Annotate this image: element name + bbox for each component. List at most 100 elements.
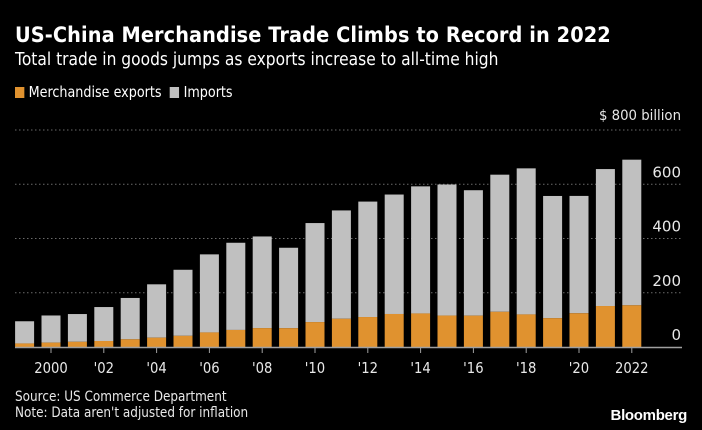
bar-exports-2015 [437,315,457,347]
bar-exports-2017 [490,311,510,347]
x-tick-label-2008: '08 [252,360,272,377]
bar-group-1999 [15,321,35,347]
source-note: Source: US Commerce Department [15,389,227,405]
bar-imports-2018 [516,168,536,315]
bar-imports-2004 [147,284,167,338]
bar-imports-1999 [15,321,35,344]
bar-group-2002 [94,307,114,347]
bar-group-2019 [543,195,563,347]
x-axis [15,346,682,353]
legend-swatch-imports [170,86,180,98]
bar-exports-2019 [543,318,563,347]
legend-item-imports: Imports [170,83,233,101]
bar-imports-2015 [437,184,457,316]
bar-exports-2012 [358,317,378,347]
x-tick-label-2002: '02 [94,360,114,377]
bar-imports-2003 [120,297,140,340]
chart-title: US-China Merchandise Trade Climbs to Rec… [15,23,611,47]
bar-group-2018 [516,168,536,347]
x-tick-label-2014: '14 [410,360,430,377]
bar-exports-2011 [331,318,351,347]
bar-group-2007 [226,242,246,347]
bar-exports-1999 [15,343,35,347]
y-axis-labels: 0 200 400 600 $ 800 billion [599,108,681,344]
bar-group-2014 [411,186,431,347]
bar-imports-2022 [622,159,642,306]
x-axis-labels: 2000 '02 '04 '06 '08 '10 '12 '14 '16 '18 '20 2022 [34,360,648,377]
bar-group-2017 [490,174,510,347]
legend-swatch-exports [15,86,25,98]
bar-group-2012 [358,201,378,347]
y-tick-label-0: 0 [671,326,681,344]
bar-group-2011 [331,210,351,347]
legend-label-exports: Merchandise exports [28,83,162,101]
bars [15,159,642,347]
bar-exports-2003 [120,339,140,347]
bar-imports-2014 [411,186,431,314]
legend: Merchandise exports Imports [15,83,241,101]
bar-exports-2002 [94,341,114,347]
x-tick-label-2012: '12 [358,360,378,377]
bar-exports-2001 [67,341,87,347]
bar-imports-2019 [543,195,563,319]
x-tick-label-2000: 2000 [34,360,68,377]
bar-group-2021 [595,169,615,347]
bar-imports-2017 [490,174,510,312]
bar-imports-2007 [226,242,246,330]
bar-exports-2022 [622,305,642,347]
y-tick-label-200: 200 [652,272,681,290]
bar-group-2015 [437,184,457,347]
x-tick-label-2006: '06 [199,360,219,377]
bar-exports-2021 [595,306,615,347]
bar-group-2004 [147,284,167,347]
bar-group-2000 [41,315,61,347]
bar-imports-2010 [305,223,325,323]
bar-imports-2020 [569,195,589,314]
bar-exports-2000 [41,342,61,347]
y-tick-label-600: 600 [652,163,681,181]
bar-imports-2011 [331,210,351,319]
bar-exports-2008 [252,328,272,347]
bar-group-2013 [384,194,404,347]
bar-group-2022 [622,159,642,347]
bar-group-2005 [173,269,193,347]
bar-imports-2021 [595,169,615,307]
bar-imports-2001 [67,314,87,342]
bar-group-2006 [199,254,219,347]
y-tick-label-800: $ 800 billion [599,108,681,124]
bar-group-2016 [463,190,483,347]
chart-subtitle: Total trade in goods jumps as exports in… [15,49,499,70]
bar-imports-2009 [279,247,299,329]
y-tick-label-400: 400 [652,218,681,236]
bar-imports-2006 [199,254,219,333]
x-tick-label-2022: 2022 [615,360,649,377]
x-tick-label-2004: '04 [146,360,166,377]
bar-exports-2005 [173,335,193,347]
bar-exports-2020 [569,313,589,347]
bar-exports-2016 [463,315,483,347]
bar-group-2010 [305,223,325,347]
bloomberg-logo: Bloomberg [610,407,688,424]
bar-exports-2007 [226,329,246,347]
bar-imports-2000 [41,315,61,343]
x-tick-label-2020: '20 [569,360,589,377]
bar-exports-2006 [199,332,219,347]
bar-imports-2013 [384,194,404,314]
bar-group-2020 [569,195,589,347]
bar-exports-2004 [147,337,167,347]
bar-imports-2005 [173,269,193,336]
bar-group-2003 [120,297,140,347]
bar-exports-2018 [516,314,536,347]
bar-imports-2002 [94,307,114,342]
bar-exports-2010 [305,322,325,347]
bar-exports-2013 [384,313,404,347]
x-tick-label-2016: '16 [463,360,483,377]
bar-imports-2016 [463,190,483,316]
legend-item-exports: Merchandise exports [15,83,162,101]
bar-exports-2009 [279,328,299,347]
bar-imports-2008 [252,236,272,329]
x-tick-label-2018: '18 [516,360,536,377]
bar-imports-2012 [358,201,378,318]
bar-exports-2014 [411,313,431,347]
